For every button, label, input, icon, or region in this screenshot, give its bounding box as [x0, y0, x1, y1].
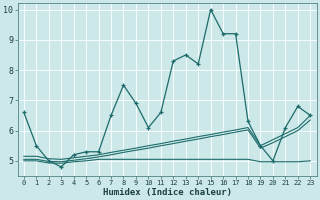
X-axis label: Humidex (Indice chaleur): Humidex (Indice chaleur)	[103, 188, 232, 197]
